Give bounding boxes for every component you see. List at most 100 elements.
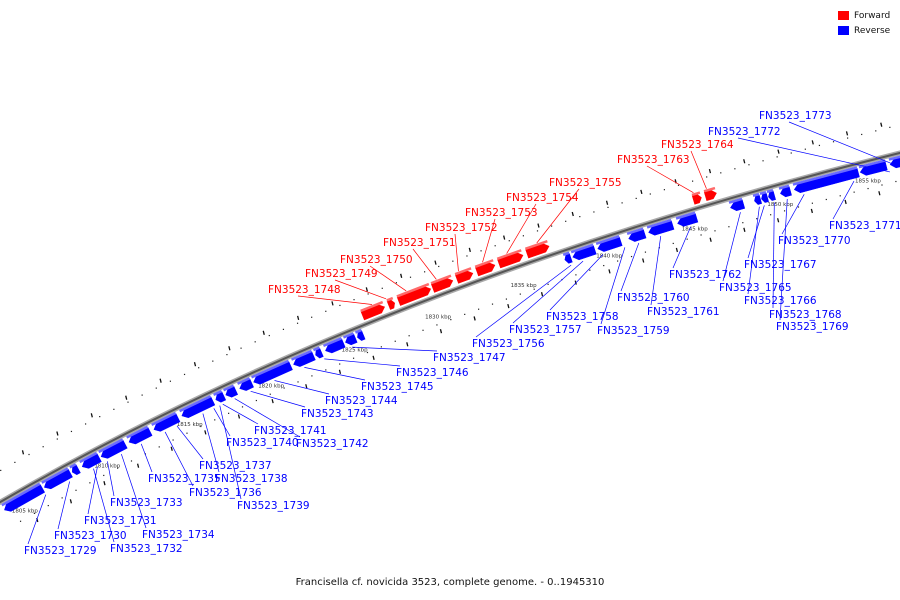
gene-label[interactable]: FN3523_1758 bbox=[546, 311, 619, 323]
gene-label[interactable]: FN3523_1752 bbox=[425, 222, 498, 234]
reverse-gene-arrow[interactable] bbox=[626, 227, 647, 244]
gene-label[interactable]: FN3523_1735 bbox=[148, 473, 221, 485]
forward-gene-arrow[interactable] bbox=[454, 267, 475, 284]
gene-label[interactable]: FN3523_1768 bbox=[769, 309, 842, 321]
forward-gene-arrow[interactable] bbox=[703, 186, 718, 201]
gene-label[interactable]: FN3523_1751 bbox=[383, 237, 456, 249]
reverse-gene-arrow[interactable] bbox=[595, 235, 623, 253]
gene-label[interactable]: FN3523_1762 bbox=[669, 269, 742, 281]
reverse-gene-arrow[interactable] bbox=[342, 332, 358, 346]
forward-gene-arrow[interactable] bbox=[691, 191, 703, 205]
reverse-gene-arrow[interactable] bbox=[766, 188, 776, 201]
gene-label[interactable]: FN3523_1753 bbox=[465, 207, 538, 219]
reverse-gene-arrow[interactable] bbox=[759, 190, 769, 203]
gene-label[interactable]: FN3523_1736 bbox=[189, 487, 262, 499]
forward-gene-arrow[interactable] bbox=[430, 274, 455, 293]
gene-label[interactable]: FN3523_1772 bbox=[708, 126, 781, 138]
gene-label[interactable]: FN3523_1744 bbox=[325, 395, 398, 407]
gene-label[interactable]: FN3523_1745 bbox=[361, 381, 434, 393]
forward-gene-arrow[interactable] bbox=[386, 296, 396, 310]
reverse-gene-arrow[interactable] bbox=[223, 384, 239, 399]
reverse-gene-arrow[interactable] bbox=[792, 166, 860, 194]
gene-label[interactable]: FN3523_1732 bbox=[110, 543, 183, 555]
gene-label[interactable]: FN3523_1771 bbox=[829, 220, 900, 232]
scale-dot bbox=[339, 304, 341, 307]
gene-label[interactable]: FN3523_1757 bbox=[509, 324, 582, 336]
gene-label[interactable]: FN3523_1746 bbox=[396, 367, 469, 379]
reverse-gene-arrow[interactable] bbox=[151, 411, 181, 434]
gene-label[interactable]: FN3523_1729 bbox=[24, 545, 97, 557]
gene-label[interactable]: FN3523_1766 bbox=[744, 295, 817, 307]
scale-dot bbox=[353, 299, 355, 301]
reverse-gene-arrow[interactable] bbox=[312, 346, 324, 359]
backbone-shadow bbox=[0, 150, 900, 506]
gene-label[interactable]: FN3523_1737 bbox=[199, 460, 272, 472]
gene-label[interactable]: FN3523_1760 bbox=[617, 292, 690, 304]
reverse-gene-arrow[interactable] bbox=[69, 463, 81, 476]
reverse-gene-arrow[interactable] bbox=[778, 184, 792, 198]
reverse-gene-arrow[interactable] bbox=[322, 337, 346, 355]
gene-leader-line bbox=[164, 431, 194, 487]
gene-label[interactable]: FN3523_1738 bbox=[215, 473, 288, 485]
gene-label[interactable]: FN3523_1756 bbox=[472, 338, 545, 350]
reverse-gene-arrow[interactable] bbox=[237, 377, 254, 392]
forward-gene-arrow[interactable] bbox=[524, 240, 551, 259]
gene-label[interactable]: FN3523_1764 bbox=[661, 139, 734, 151]
gene-label[interactable]: FN3523_1740 bbox=[226, 437, 299, 449]
scale-dot bbox=[268, 334, 270, 337]
gene-label[interactable]: FN3523_1748 bbox=[268, 284, 341, 296]
gene-label[interactable]: FN3523_1730 bbox=[54, 530, 127, 542]
gene-label[interactable]: FN3523_1773 bbox=[759, 110, 832, 122]
gene-label[interactable]: FN3523_1755 bbox=[549, 177, 622, 189]
scale-dot bbox=[649, 193, 651, 195]
reverse-gene-arrow[interactable] bbox=[251, 359, 293, 387]
reverse-gene-arrow[interactable] bbox=[570, 243, 597, 262]
reverse-gene-arrow[interactable] bbox=[728, 197, 746, 212]
reverse-gene-arrow[interactable] bbox=[213, 390, 227, 404]
scale-dot bbox=[508, 240, 510, 242]
gene-highlight bbox=[251, 359, 290, 379]
reverse-gene-arrow[interactable] bbox=[41, 467, 73, 491]
gene-label[interactable]: FN3523_1742 bbox=[296, 438, 369, 450]
kbp-tick-label: 1840 kbp bbox=[596, 254, 622, 260]
reverse-gene-arrow[interactable] bbox=[290, 349, 316, 369]
forward-gene-arrow[interactable] bbox=[396, 282, 432, 306]
reverse-gene-arrow[interactable] bbox=[646, 218, 675, 237]
gene-label[interactable]: FN3523_1749 bbox=[305, 268, 378, 280]
forward-gene-arrow[interactable] bbox=[474, 259, 497, 277]
gene-label[interactable]: FN3523_1743 bbox=[301, 408, 374, 420]
gene-label[interactable]: FN3523_1754 bbox=[506, 192, 579, 204]
gene-label[interactable]: FN3523_1763 bbox=[617, 154, 690, 166]
forward-gene-arrow[interactable] bbox=[360, 300, 386, 321]
gene-label[interactable]: FN3523_1750 bbox=[340, 254, 413, 266]
gene-leader-line bbox=[27, 494, 47, 545]
gene-label[interactable]: FN3523_1733 bbox=[110, 497, 183, 509]
reverse-gene-arrow[interactable] bbox=[98, 438, 128, 460]
scale-tick bbox=[642, 258, 645, 263]
forward-gene-arrow[interactable] bbox=[496, 249, 525, 269]
reverse-gene-arrow[interactable] bbox=[79, 451, 102, 471]
gene-label[interactable]: FN3523_1731 bbox=[84, 515, 157, 527]
reverse-gene-arrow[interactable] bbox=[562, 251, 573, 264]
gene-label[interactable]: FN3523_1770 bbox=[778, 235, 851, 247]
reverse-gene-arrow[interactable] bbox=[354, 328, 366, 342]
gene-label[interactable]: FN3523_1767 bbox=[744, 259, 817, 271]
gene-label[interactable]: FN3523_1739 bbox=[237, 500, 310, 512]
gene-label[interactable]: FN3523_1747 bbox=[433, 352, 506, 364]
gene-label[interactable]: FN3523_1734 bbox=[142, 529, 215, 541]
reverse-gene-arrow[interactable] bbox=[126, 425, 153, 446]
scale-tick bbox=[204, 430, 207, 435]
reverse-gene-arrow[interactable] bbox=[179, 395, 216, 420]
kbp-tick-label: 1805 kbp bbox=[12, 509, 38, 515]
scale-dot bbox=[478, 308, 480, 310]
gene-label[interactable]: FN3523_1769 bbox=[776, 321, 849, 333]
reverse-gene-arrow[interactable] bbox=[752, 192, 762, 205]
gene-label[interactable]: FN3523_1759 bbox=[597, 325, 670, 337]
gene-label[interactable]: FN3523_1761 bbox=[647, 306, 720, 318]
reverse-gene-arrow[interactable] bbox=[1, 482, 46, 514]
reverse-gene-arrow[interactable] bbox=[675, 211, 699, 228]
gene-label[interactable]: FN3523_1765 bbox=[719, 282, 792, 294]
scale-dot bbox=[198, 367, 200, 369]
gene-highlight bbox=[1, 482, 41, 507]
